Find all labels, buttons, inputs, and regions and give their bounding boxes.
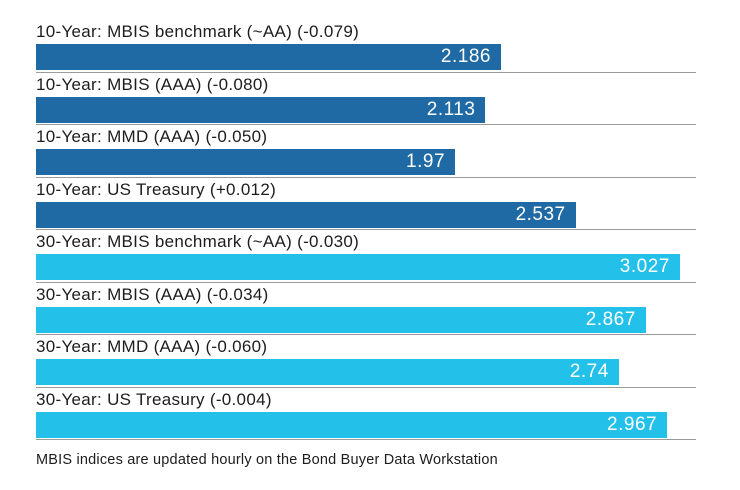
chart-row: 10-Year: MBIS (AAA) (-0.080) 2.113 — [36, 73, 696, 125]
bar-category-label: 30-Year: US Treasury (-0.004) — [36, 389, 272, 409]
bar-value-label: 1.97 — [406, 151, 446, 172]
chart-row: 30-Year: US Treasury (-0.004) 2.967 — [36, 388, 696, 440]
bar-value-label: 2.537 — [515, 203, 566, 225]
bar-category-label: 10-Year: MBIS benchmark (~AA) (-0.079) — [36, 22, 360, 41]
chart-row: 10-Year: US Treasury (+0.012) 2.537 — [36, 178, 696, 230]
bar: 1.97 — [36, 149, 456, 175]
footnote: MBIS indices are updated hourly on the B… — [36, 452, 498, 468]
bar-value-label: 3.027 — [619, 256, 670, 277]
bar: 2.967 — [36, 411, 668, 438]
bar: 3.027 — [36, 254, 680, 280]
bar-category-label: 10-Year: MBIS (AAA) (-0.080) — [36, 74, 269, 94]
chart-row: 30-Year: MBIS benchmark (~AA) (-0.030) 3… — [36, 230, 696, 283]
chart-row: 30-Year: MMD (AAA) (-0.060) 2.74 — [36, 335, 696, 388]
chart-row: 30-Year: MBIS (AAA) (-0.034) 2.867 — [36, 283, 696, 335]
bar: 2.74 — [36, 359, 619, 385]
bar: 2.113 — [36, 96, 486, 123]
chart-row: 10-Year: MMD (AAA) (-0.050) 1.97 — [36, 125, 696, 178]
bar-value-label: 2.967 — [607, 413, 658, 435]
bar-value-label: 2.867 — [585, 308, 636, 330]
bar: 2.537 — [36, 201, 576, 228]
bar-category-label: 30-Year: MBIS (AAA) (-0.034) — [36, 284, 269, 304]
bar-category-label: 30-Year: MMD (AAA) (-0.060) — [36, 337, 268, 356]
bar-value-label: 2.74 — [569, 361, 609, 382]
bar-category-label: 30-Year: MBIS benchmark (~AA) (-0.030) — [36, 232, 360, 251]
bar-category-label: 10-Year: US Treasury (+0.012) — [36, 179, 277, 199]
bar: 2.867 — [36, 306, 646, 333]
bar-chart: 10-Year: MBIS benchmark (~AA) (-0.079) 2… — [36, 20, 696, 440]
bar-value-label: 2.186 — [440, 46, 491, 67]
bar: 2.186 — [36, 44, 501, 70]
bar-value-label: 2.113 — [426, 98, 476, 120]
chart-row: 10-Year: MBIS benchmark (~AA) (-0.079) 2… — [36, 20, 696, 73]
bar-category-label: 10-Year: MMD (AAA) (-0.050) — [36, 127, 268, 146]
